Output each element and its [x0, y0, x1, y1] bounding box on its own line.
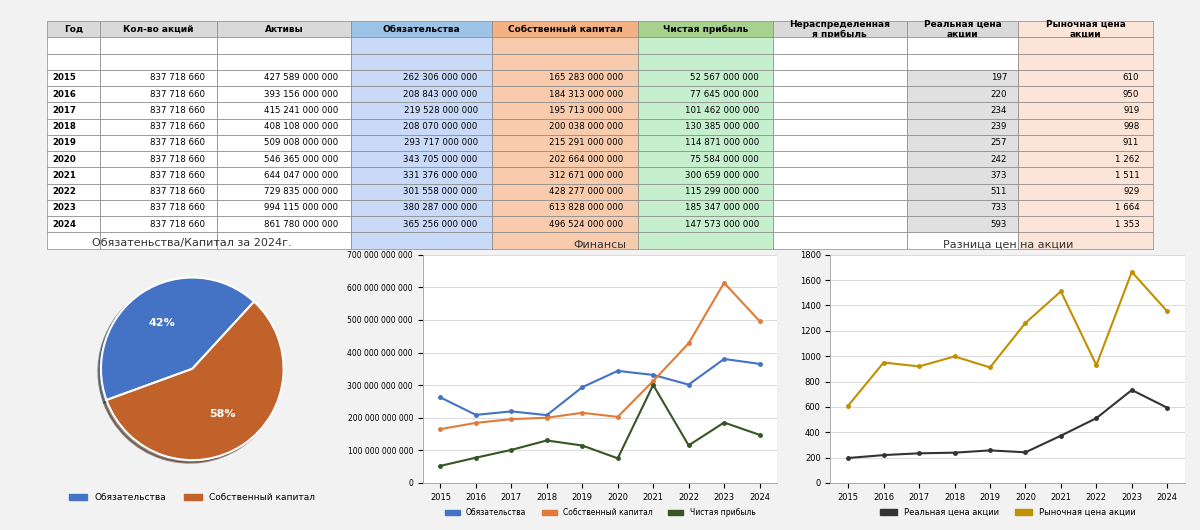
- Title: Разница цен на акции: Разница цен на акции: [942, 240, 1073, 250]
- Text: 58%: 58%: [210, 409, 236, 419]
- Legend: Реальная цена акции, Рыночная цена акции: Реальная цена акции, Рыночная цена акции: [877, 504, 1139, 520]
- Text: 42%: 42%: [149, 319, 175, 328]
- Legend: Обязательства, Собственный капитал, Чистая прибыль: Обязательства, Собственный капитал, Чист…: [442, 505, 758, 520]
- Title: Обязатеньства/Капитал за 2024г.: Обязатеньства/Капитал за 2024г.: [92, 238, 292, 249]
- Legend: Обязательства, Собственный капитал: Обязательства, Собственный капитал: [66, 490, 319, 506]
- Wedge shape: [101, 278, 254, 400]
- Wedge shape: [107, 302, 283, 460]
- Title: Финансы: Финансы: [574, 240, 626, 250]
